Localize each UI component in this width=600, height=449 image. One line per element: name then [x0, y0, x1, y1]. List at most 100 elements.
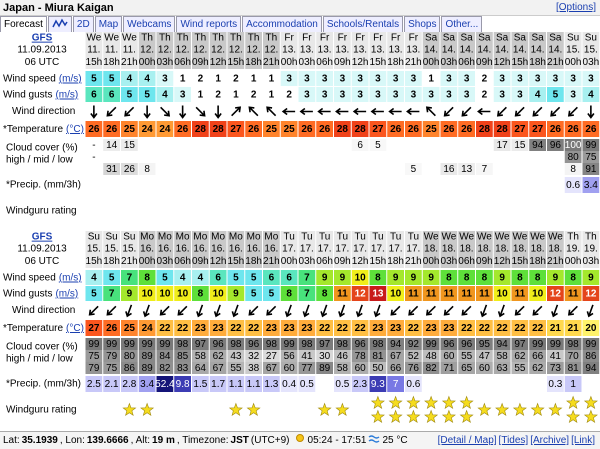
cloud-high-value: 14	[106, 140, 118, 151]
tab[interactable]: Webcams	[123, 16, 176, 32]
arrow-shape	[214, 105, 222, 119]
precip-value: 1.3	[264, 379, 278, 390]
wind-speed-cell	[263, 270, 280, 285]
header-cell	[547, 231, 564, 268]
temperature-value: 26	[390, 124, 402, 135]
wind-arrow	[125, 304, 133, 318]
cloud-mid-value: 43	[230, 351, 242, 362]
header-cell	[511, 32, 529, 69]
wind-speed-value: 3	[553, 74, 559, 85]
cloud-low-value: 91	[585, 164, 597, 175]
wind-speed-cell	[245, 71, 262, 86]
tab[interactable]: Forecast	[0, 16, 47, 32]
cloud-mid-value: 32	[248, 351, 260, 362]
day: We	[548, 232, 563, 243]
arrow-shape	[514, 305, 525, 316]
tab[interactable]: Shops	[404, 16, 441, 32]
wind-gust-value: 11	[337, 289, 348, 300]
icon	[295, 434, 304, 442]
date: 14.	[442, 45, 456, 56]
wind-gust-cell	[298, 87, 316, 102]
precip-cell	[138, 376, 156, 392]
wind-arrow	[248, 106, 259, 117]
precip-value: 1	[570, 379, 576, 390]
wind-speed-value: 7	[304, 273, 310, 284]
info-value: JST	[230, 435, 249, 446]
icon	[369, 435, 380, 443]
hour: 12h	[494, 256, 511, 267]
temperature-cell	[85, 320, 103, 336]
header-cell	[156, 32, 174, 69]
hour: 18h	[103, 256, 120, 267]
hour: 06h	[316, 256, 333, 267]
wind-speed-value: 3	[162, 74, 168, 85]
wind-speed-cell	[582, 71, 600, 86]
header-cell	[280, 32, 298, 69]
wind-gust-value: 8	[198, 289, 204, 300]
footer-link[interactable]: [Archive]	[530, 435, 570, 446]
temperature-cell	[209, 121, 227, 137]
date: 13.	[406, 45, 420, 56]
model-link[interactable]: GFS	[32, 232, 53, 243]
hour: 12h	[352, 256, 369, 267]
wind-gust-cell	[564, 87, 582, 102]
cloud-high-cell	[529, 338, 546, 350]
wind-gust-cell	[103, 286, 120, 301]
cloud-high-value: 99	[585, 140, 597, 151]
arrow-shape	[248, 305, 259, 316]
row-label: Wind direction	[12, 305, 75, 316]
temperature-cell	[263, 320, 280, 336]
hour: 00h	[565, 256, 582, 267]
rating-star	[370, 395, 385, 410]
chart-icon[interactable]	[47, 16, 72, 32]
tab[interactable]: Other...	[441, 16, 483, 32]
model-link[interactable]: GFS	[32, 33, 53, 44]
cloud-high-value: 99	[124, 339, 136, 350]
wind-gust-value: 1	[233, 90, 239, 101]
tab[interactable]: Map	[94, 16, 123, 32]
hour: 18h	[529, 256, 546, 267]
wind-speed-cell	[280, 270, 298, 285]
wind-speed-value: 5	[233, 273, 239, 284]
cloud-mid-value: 86	[585, 351, 597, 362]
date: 15.	[87, 244, 101, 255]
tab[interactable]: 2D	[72, 16, 94, 32]
wind-gust-cell	[121, 87, 138, 102]
hour: 18h	[387, 57, 404, 68]
wind-speed-value: 3	[393, 74, 399, 85]
hour: 09h	[334, 256, 351, 267]
cloud-mid-value: 58	[195, 351, 207, 362]
footer-link[interactable]: [Tides]	[498, 435, 529, 446]
wind-gust-value: 4	[162, 90, 168, 101]
options-link[interactable]: [Options]	[555, 2, 596, 13]
arrow-shape	[88, 305, 99, 316]
cloud-low-cell	[440, 163, 458, 175]
cloud-high-value: 96	[550, 140, 562, 151]
cloud-low-value: 8	[144, 164, 150, 175]
label-text: Wind speed	[3, 73, 56, 84]
arrow-shape	[266, 305, 277, 316]
temperature-value: 28	[337, 124, 349, 135]
temperature-cell	[121, 121, 138, 137]
arrow-shape	[160, 106, 171, 117]
tab[interactable]: Wind reports	[176, 16, 242, 32]
footer-link[interactable]: [Link]	[571, 435, 595, 446]
cloud-high-value: 94	[532, 140, 544, 151]
cloud-low-cell	[334, 362, 351, 374]
cloud-low-value: 13	[461, 164, 473, 175]
wind-arrow	[284, 304, 292, 318]
cloud-mid-value: 47	[479, 351, 491, 362]
cloud-high-cell	[280, 338, 298, 350]
wind-speed-value: 1	[251, 74, 257, 85]
temperature-cell	[280, 121, 298, 137]
hour: 06h	[458, 57, 475, 68]
footer-link[interactable]: [Detail / Map]	[437, 435, 497, 446]
arrow-shape	[142, 304, 150, 318]
temperature-value: 28	[213, 124, 225, 135]
tab[interactable]: Schools/Rentals	[322, 16, 404, 32]
date: 19.	[566, 244, 580, 255]
header-cell	[192, 231, 209, 268]
header-cell	[174, 32, 191, 69]
tab[interactable]: Accommodation	[242, 16, 322, 32]
date: 14.	[513, 45, 527, 56]
